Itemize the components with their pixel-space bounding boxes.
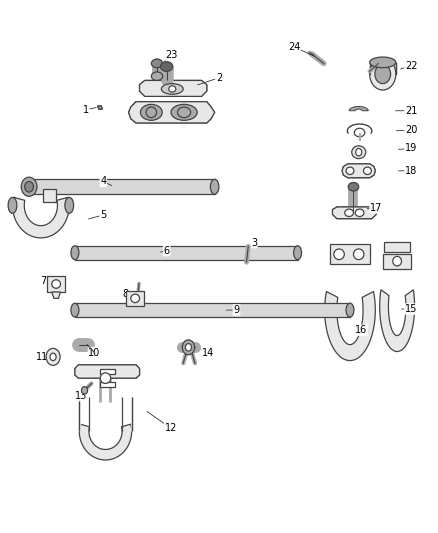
Polygon shape: [140, 80, 207, 96]
Polygon shape: [75, 365, 140, 378]
Ellipse shape: [355, 209, 364, 216]
Bar: [330, 244, 370, 264]
Ellipse shape: [293, 246, 302, 260]
Ellipse shape: [346, 303, 354, 317]
Ellipse shape: [21, 177, 37, 196]
Polygon shape: [140, 80, 207, 96]
Polygon shape: [98, 106, 102, 109]
Ellipse shape: [182, 340, 194, 355]
Text: 5: 5: [100, 210, 106, 220]
Polygon shape: [349, 107, 368, 111]
Polygon shape: [380, 290, 415, 352]
Ellipse shape: [370, 57, 396, 68]
Text: 7: 7: [40, 277, 46, 286]
Ellipse shape: [25, 179, 33, 194]
Bar: [29, 179, 215, 194]
Bar: [99, 382, 115, 387]
Bar: [75, 303, 350, 317]
Ellipse shape: [71, 303, 79, 317]
Ellipse shape: [375, 64, 391, 84]
Text: 4: 4: [100, 176, 106, 187]
Text: 24: 24: [288, 42, 300, 52]
Text: 11: 11: [36, 352, 48, 362]
Text: 18: 18: [405, 166, 417, 176]
Text: 15: 15: [405, 304, 417, 314]
Polygon shape: [52, 292, 60, 298]
Ellipse shape: [8, 197, 17, 213]
Bar: [370, 63, 396, 74]
Ellipse shape: [151, 59, 162, 68]
Text: 10: 10: [88, 348, 101, 358]
Ellipse shape: [25, 181, 33, 192]
Ellipse shape: [131, 294, 140, 303]
Ellipse shape: [151, 72, 162, 80]
Text: 20: 20: [405, 125, 417, 135]
Polygon shape: [79, 424, 132, 460]
Ellipse shape: [353, 249, 364, 260]
Ellipse shape: [185, 344, 191, 351]
Text: 22: 22: [405, 61, 417, 70]
Text: 8: 8: [122, 289, 128, 299]
Text: 12: 12: [165, 423, 177, 433]
Polygon shape: [325, 292, 375, 360]
Ellipse shape: [345, 209, 353, 216]
Ellipse shape: [50, 353, 56, 361]
Ellipse shape: [346, 167, 354, 174]
Polygon shape: [332, 207, 376, 219]
Ellipse shape: [160, 62, 173, 71]
Ellipse shape: [141, 104, 162, 120]
Ellipse shape: [334, 249, 344, 260]
Polygon shape: [75, 365, 140, 378]
Polygon shape: [342, 164, 375, 177]
Ellipse shape: [65, 197, 74, 213]
Ellipse shape: [210, 179, 219, 194]
Ellipse shape: [71, 246, 79, 260]
Ellipse shape: [352, 146, 366, 159]
Text: 2: 2: [216, 73, 222, 83]
Ellipse shape: [81, 386, 88, 394]
Bar: [99, 369, 115, 374]
Ellipse shape: [100, 373, 111, 383]
Ellipse shape: [169, 86, 176, 92]
Polygon shape: [342, 164, 375, 177]
Bar: [127, 291, 144, 306]
Ellipse shape: [364, 167, 371, 174]
Polygon shape: [129, 102, 215, 123]
Ellipse shape: [356, 149, 362, 156]
Polygon shape: [98, 106, 102, 109]
Bar: [75, 246, 297, 260]
Text: 19: 19: [405, 143, 417, 154]
Polygon shape: [13, 197, 69, 238]
Bar: [384, 241, 410, 252]
Text: 9: 9: [233, 305, 240, 315]
Ellipse shape: [393, 256, 402, 266]
Text: 23: 23: [165, 50, 177, 60]
Bar: [383, 254, 411, 269]
Ellipse shape: [348, 182, 359, 191]
Ellipse shape: [177, 107, 191, 118]
Bar: [47, 276, 65, 292]
Bar: [43, 189, 56, 203]
Ellipse shape: [161, 84, 183, 94]
Text: 13: 13: [75, 391, 88, 401]
Ellipse shape: [46, 349, 60, 366]
Polygon shape: [332, 207, 376, 219]
Text: 14: 14: [202, 348, 214, 358]
Text: 3: 3: [251, 238, 257, 247]
Text: 17: 17: [370, 203, 382, 213]
Ellipse shape: [354, 128, 365, 137]
Ellipse shape: [52, 280, 60, 288]
Ellipse shape: [370, 58, 396, 90]
Text: 16: 16: [355, 325, 367, 335]
Text: 6: 6: [163, 246, 170, 255]
Polygon shape: [129, 102, 215, 123]
Ellipse shape: [171, 104, 197, 120]
Text: 1: 1: [83, 104, 89, 115]
Ellipse shape: [146, 107, 156, 118]
Text: 21: 21: [405, 106, 417, 116]
